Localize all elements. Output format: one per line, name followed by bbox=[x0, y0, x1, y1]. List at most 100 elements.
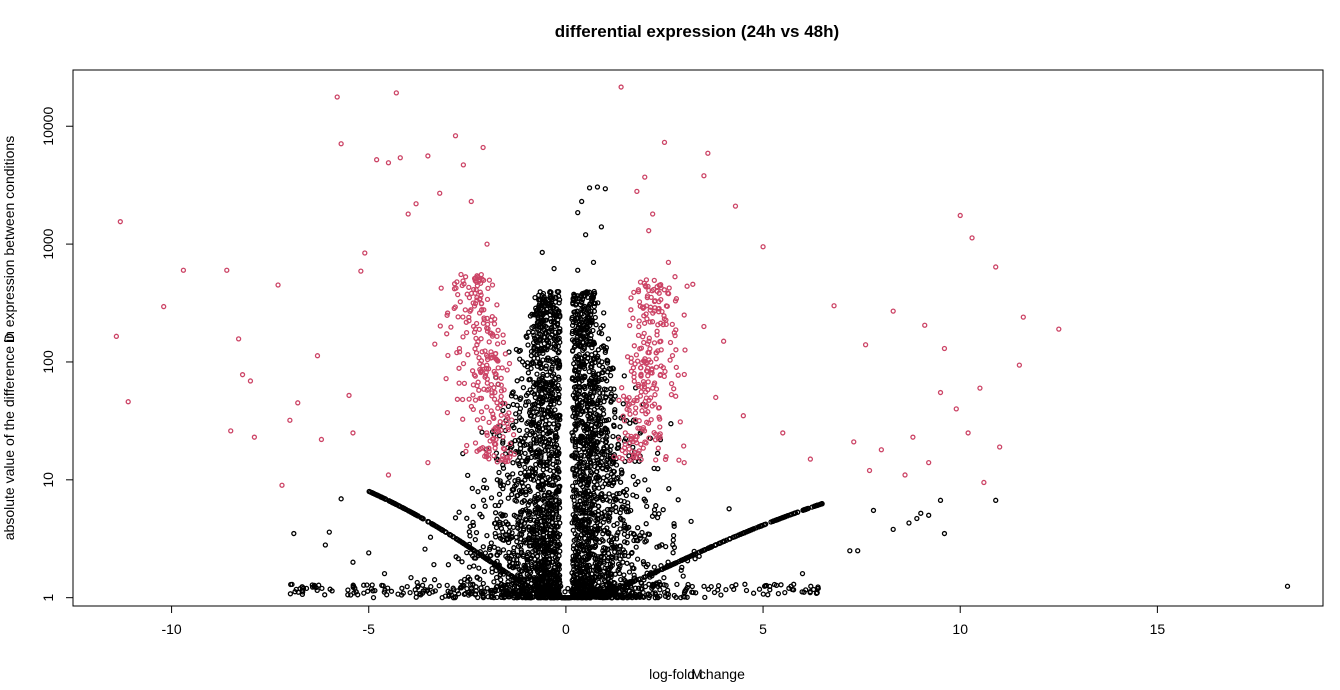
cloud-point bbox=[393, 501, 399, 507]
cloud-point bbox=[579, 317, 585, 323]
cloud-point bbox=[489, 390, 495, 396]
cloud-point bbox=[496, 469, 502, 476]
cloud-point bbox=[494, 459, 500, 465]
cloud-point bbox=[646, 595, 652, 601]
cloud-point bbox=[608, 471, 615, 477]
cloud-point bbox=[653, 569, 659, 575]
cloud-point bbox=[483, 485, 490, 491]
cloud-point bbox=[508, 393, 515, 399]
cloud-point bbox=[598, 428, 605, 434]
cloud-point bbox=[707, 544, 714, 550]
cloud-point bbox=[547, 316, 554, 322]
cloud-point bbox=[534, 530, 540, 536]
cloud-point bbox=[556, 459, 562, 465]
cloud-point bbox=[525, 536, 531, 542]
cloud-point bbox=[525, 524, 532, 530]
cloud-point bbox=[654, 450, 661, 456]
cloud-point bbox=[617, 424, 623, 430]
cloud-point bbox=[773, 582, 780, 589]
cloud-point bbox=[808, 583, 814, 589]
cloud-point bbox=[584, 525, 591, 531]
cloud-point bbox=[528, 348, 535, 355]
cloud-point bbox=[609, 365, 616, 371]
cloud-point bbox=[623, 506, 629, 512]
cloud-point bbox=[547, 295, 554, 301]
cloud-point bbox=[406, 508, 412, 514]
cloud-point bbox=[543, 569, 550, 575]
data-point bbox=[922, 322, 928, 328]
cloud-point bbox=[642, 358, 648, 365]
cloud-point bbox=[430, 589, 436, 595]
cloud-point bbox=[601, 386, 608, 392]
cloud-point bbox=[385, 585, 391, 591]
data-point bbox=[642, 174, 648, 180]
cloud-point bbox=[661, 575, 667, 581]
cloud-point bbox=[582, 473, 588, 480]
cloud-point bbox=[477, 360, 483, 367]
cloud-point bbox=[683, 555, 689, 561]
cloud-point bbox=[613, 536, 620, 542]
cloud-point bbox=[514, 378, 520, 384]
cloud-point bbox=[506, 360, 513, 367]
cloud-point bbox=[488, 408, 494, 414]
cloud-point bbox=[629, 590, 635, 596]
cloud-point bbox=[548, 537, 554, 543]
cloud-point bbox=[631, 343, 637, 349]
cloud-point bbox=[494, 477, 500, 483]
cloud-point bbox=[592, 355, 598, 362]
cloud-point bbox=[541, 411, 547, 417]
data-point bbox=[291, 530, 297, 537]
cloud-point bbox=[460, 334, 466, 340]
cloud-point bbox=[544, 480, 550, 486]
cloud-point bbox=[517, 470, 524, 476]
cloud-point bbox=[463, 448, 469, 455]
cloud-point bbox=[546, 339, 552, 346]
cloud-point bbox=[595, 300, 601, 306]
cloud-point bbox=[616, 397, 622, 403]
cloud-point bbox=[497, 397, 504, 404]
cloud-point bbox=[547, 381, 553, 388]
cloud-point bbox=[522, 464, 528, 471]
cloud-point bbox=[535, 479, 541, 485]
data-point bbox=[910, 434, 916, 440]
plot-frame bbox=[72, 69, 1324, 607]
cloud-point bbox=[553, 347, 559, 353]
data-point bbox=[350, 430, 356, 436]
cloud-point bbox=[521, 442, 528, 448]
data-point bbox=[701, 173, 707, 179]
cloud-point bbox=[751, 526, 757, 532]
data-point bbox=[997, 444, 1003, 450]
cloud-point bbox=[438, 285, 444, 291]
cloud-point bbox=[444, 409, 451, 416]
cloud-point bbox=[463, 329, 470, 336]
cloud-point bbox=[529, 428, 535, 435]
cloud-point bbox=[404, 583, 410, 590]
cloud-point bbox=[575, 438, 582, 445]
data-point bbox=[251, 434, 258, 440]
cloud-point bbox=[575, 391, 582, 397]
cloud-point bbox=[627, 322, 633, 329]
cloud-point bbox=[488, 349, 494, 355]
cloud-point bbox=[619, 456, 626, 462]
cloud-point bbox=[476, 387, 482, 393]
cloud-point bbox=[550, 451, 556, 457]
data-point bbox=[965, 430, 971, 436]
cloud-point bbox=[557, 483, 563, 489]
cloud-point bbox=[530, 329, 536, 336]
cloud-point bbox=[583, 393, 589, 399]
data-point bbox=[1284, 583, 1291, 589]
cloud-point bbox=[542, 379, 549, 386]
cloud-point bbox=[591, 339, 597, 345]
cloud-point bbox=[536, 576, 542, 583]
cloud-point bbox=[576, 476, 583, 483]
cloud-point bbox=[582, 383, 588, 390]
cloud-point bbox=[458, 271, 464, 278]
cloud-point bbox=[429, 521, 436, 527]
cloud-point bbox=[627, 411, 633, 417]
cloud-point bbox=[599, 448, 606, 454]
cloud-point bbox=[600, 497, 606, 503]
data-point bbox=[598, 224, 605, 230]
cloud-point bbox=[574, 410, 580, 416]
cloud-point bbox=[496, 491, 503, 497]
cloud-point bbox=[556, 514, 562, 520]
